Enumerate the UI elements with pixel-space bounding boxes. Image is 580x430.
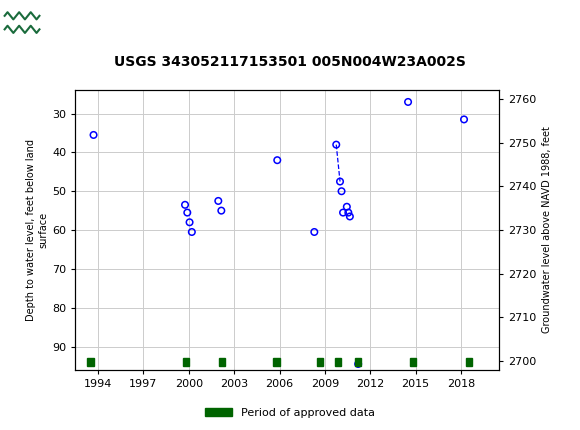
Text: USGS: USGS — [78, 12, 142, 33]
Bar — [466, 358, 472, 366]
Point — [344, 209, 353, 216]
Bar — [409, 358, 416, 366]
Point — [213, 197, 223, 204]
Point — [217, 207, 226, 214]
Point — [345, 213, 354, 220]
Bar — [355, 358, 361, 366]
Point — [354, 360, 363, 367]
Point — [187, 229, 197, 236]
Y-axis label: Depth to water level, feet below land
surface: Depth to water level, feet below land su… — [27, 139, 48, 321]
Legend: Period of approved data: Period of approved data — [200, 403, 380, 422]
Bar — [274, 358, 280, 366]
Point — [337, 188, 346, 195]
Bar — [3, 3, 41, 42]
Bar — [335, 358, 341, 366]
Bar — [219, 358, 225, 366]
Y-axis label: Groundwater level above NAVD 1988, feet: Groundwater level above NAVD 1988, feet — [542, 126, 552, 334]
Bar — [88, 358, 93, 366]
Point — [338, 209, 347, 216]
Point — [89, 132, 98, 138]
Point — [332, 141, 341, 148]
Point — [342, 203, 351, 210]
Point — [183, 209, 192, 216]
Bar — [317, 358, 324, 366]
Bar — [183, 358, 189, 366]
Point — [404, 98, 413, 105]
Point — [273, 157, 282, 164]
Point — [180, 201, 190, 208]
Point — [459, 116, 469, 123]
Text: USGS 343052117153501 005N004W23A002S: USGS 343052117153501 005N004W23A002S — [114, 55, 466, 69]
Point — [185, 219, 194, 226]
Point — [310, 229, 319, 236]
Point — [335, 178, 345, 185]
